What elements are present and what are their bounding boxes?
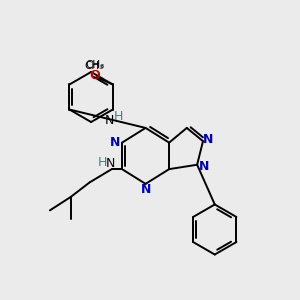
Text: N: N <box>198 160 209 173</box>
Text: CH₃: CH₃ <box>85 60 105 70</box>
Text: O: O <box>90 69 100 82</box>
Text: N: N <box>110 136 121 148</box>
Text: N: N <box>203 133 214 146</box>
Text: O: O <box>89 69 99 82</box>
Text: N: N <box>140 183 151 196</box>
Text: N: N <box>106 157 115 170</box>
Text: H: H <box>114 110 123 123</box>
Text: CH₃: CH₃ <box>85 61 104 71</box>
Text: N: N <box>105 114 115 127</box>
Text: H: H <box>98 156 107 169</box>
